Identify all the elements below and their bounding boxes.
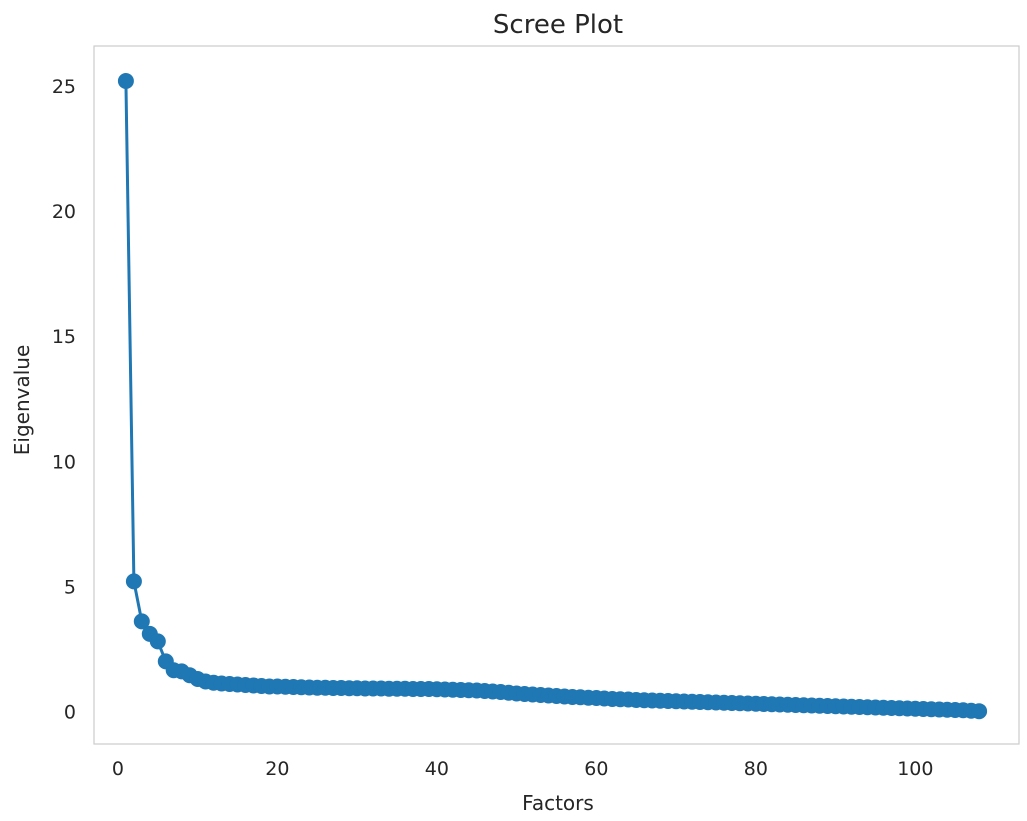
y-tick-label: 25 [52,76,76,98]
chart-title: Scree Plot [493,10,623,40]
y-tick-label: 0 [64,701,76,723]
data-point [971,703,988,720]
data-point [149,633,166,650]
x-tick-label: 80 [744,758,768,780]
data-point [125,573,142,590]
x-tick-label: 20 [265,758,289,780]
data-point [117,73,134,89]
data-point [133,613,150,630]
x-axis-ticks: 0 20 40 60 80 100 [112,758,934,780]
y-tick-label: 10 [52,451,76,473]
x-tick-label: 0 [112,758,124,780]
x-tick-label: 60 [584,758,608,780]
y-axis-label: Eigenvalue [10,345,34,456]
x-axis-label: Factors [522,791,594,815]
x-tick-label: 40 [425,758,449,780]
plot-area-frame [93,45,1020,745]
series-layer [117,73,988,720]
y-tick-label: 20 [52,201,76,223]
x-tick-label: 100 [897,758,933,780]
y-tick-label: 5 [64,576,76,598]
y-axis-ticks: 0 5 10 15 20 25 [52,76,76,723]
y-tick-label: 15 [52,326,76,348]
